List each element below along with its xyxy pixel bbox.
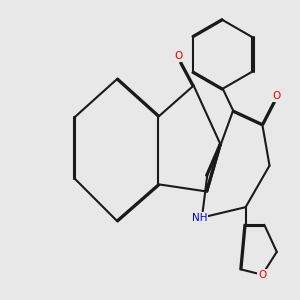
Text: NH: NH xyxy=(191,213,207,223)
Text: O: O xyxy=(273,91,281,101)
Text: O: O xyxy=(258,270,266,280)
Text: O: O xyxy=(174,52,182,61)
